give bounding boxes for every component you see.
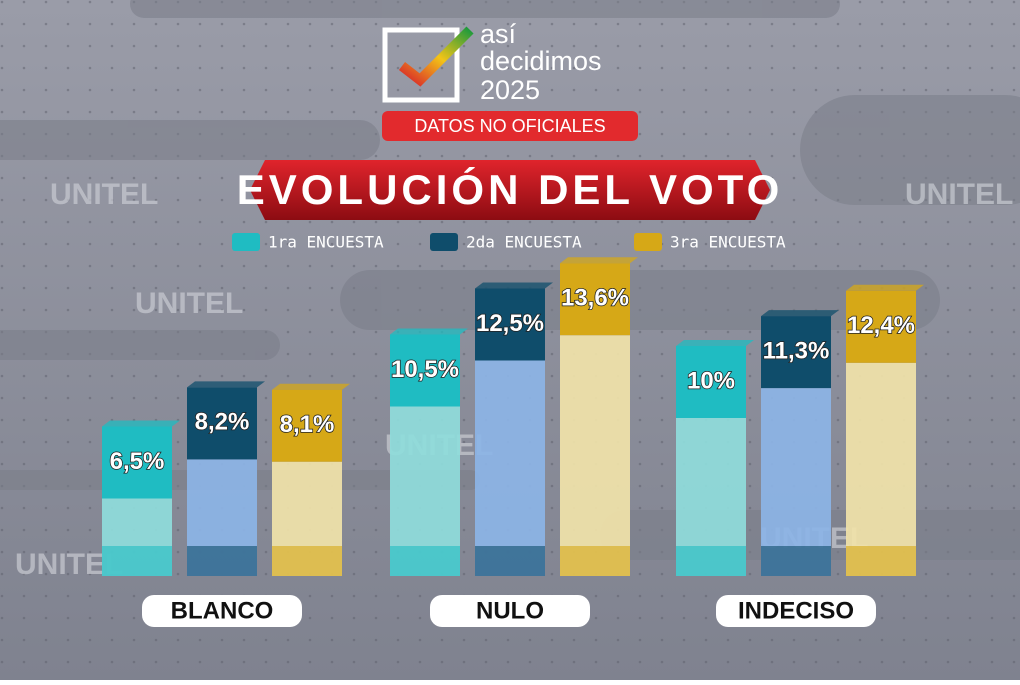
- value-box-top: [846, 284, 924, 291]
- value-box-top: [102, 420, 180, 427]
- watermark: UNITEL: [905, 178, 1013, 211]
- legend-swatch: [634, 233, 662, 251]
- category-label: NULO: [476, 597, 544, 624]
- category-pill: [430, 595, 590, 627]
- value-box: [187, 387, 257, 460]
- value-box: [560, 263, 630, 336]
- value-label: 6,5%: [110, 448, 165, 475]
- value-box: [272, 389, 342, 462]
- value-box-top: [560, 257, 638, 264]
- legend-swatch: [232, 233, 260, 251]
- logo-text: así: [480, 19, 517, 49]
- bar: [761, 388, 831, 576]
- bar-base: [102, 546, 172, 576]
- bar-base: [761, 546, 831, 576]
- bar-base: [187, 546, 257, 576]
- bar: [475, 360, 545, 576]
- bar-base: [390, 546, 460, 576]
- bar-base: [560, 546, 630, 576]
- legend-swatch: [430, 233, 458, 251]
- logo-text: 2025: [480, 75, 540, 105]
- value-box: [676, 346, 746, 418]
- value-box-top: [390, 328, 468, 335]
- value-label: 12,4%: [847, 312, 915, 339]
- value-box: [390, 334, 460, 407]
- value-label: 11,3%: [763, 337, 830, 364]
- value-label: 13,6%: [561, 285, 629, 312]
- badge-text: DATOS NO OFICIALES: [414, 116, 605, 136]
- watermark: UNITEL: [135, 287, 243, 320]
- value-box-top: [676, 340, 754, 346]
- value-box-top: [187, 381, 265, 388]
- category-pill: [716, 595, 876, 627]
- legend-label: 1ra ENCUESTA: [268, 233, 384, 252]
- value-box: [761, 316, 831, 389]
- bar-base: [475, 546, 545, 576]
- bar-base: [676, 546, 746, 576]
- logo: así decidimos 2025: [480, 19, 602, 105]
- bar-base: [272, 546, 342, 576]
- value-box-top: [475, 282, 553, 289]
- bar: [846, 362, 916, 576]
- value-box-top: [761, 310, 839, 317]
- value-box-top: [272, 383, 350, 390]
- category-label: BLANCO: [171, 597, 274, 624]
- logo-check: [398, 26, 474, 87]
- logo-text: decidimos: [480, 46, 602, 76]
- value-box: [102, 426, 172, 499]
- value-box: [846, 290, 916, 363]
- watermark: UNITEL: [50, 178, 158, 211]
- value-label: 10%: [687, 367, 735, 394]
- legend-label: 2da ENCUESTA: [466, 233, 582, 252]
- value-label: 12,5%: [476, 310, 544, 337]
- category-pill: [142, 595, 302, 627]
- value-label: 10,5%: [391, 356, 459, 383]
- value-label: 8,2%: [195, 409, 250, 436]
- badge: [382, 111, 638, 141]
- bar-base: [846, 546, 916, 576]
- category-label: INDECISO: [738, 597, 854, 624]
- value-box: [475, 288, 545, 361]
- value-label: 8,1%: [280, 411, 335, 438]
- chart-title: EVOLUCIÓN DEL VOTO: [237, 165, 784, 213]
- legend-label: 3ra ENCUESTA: [670, 233, 786, 252]
- logo-box: [382, 27, 460, 103]
- title-banner: [250, 160, 770, 220]
- bar: [560, 335, 630, 576]
